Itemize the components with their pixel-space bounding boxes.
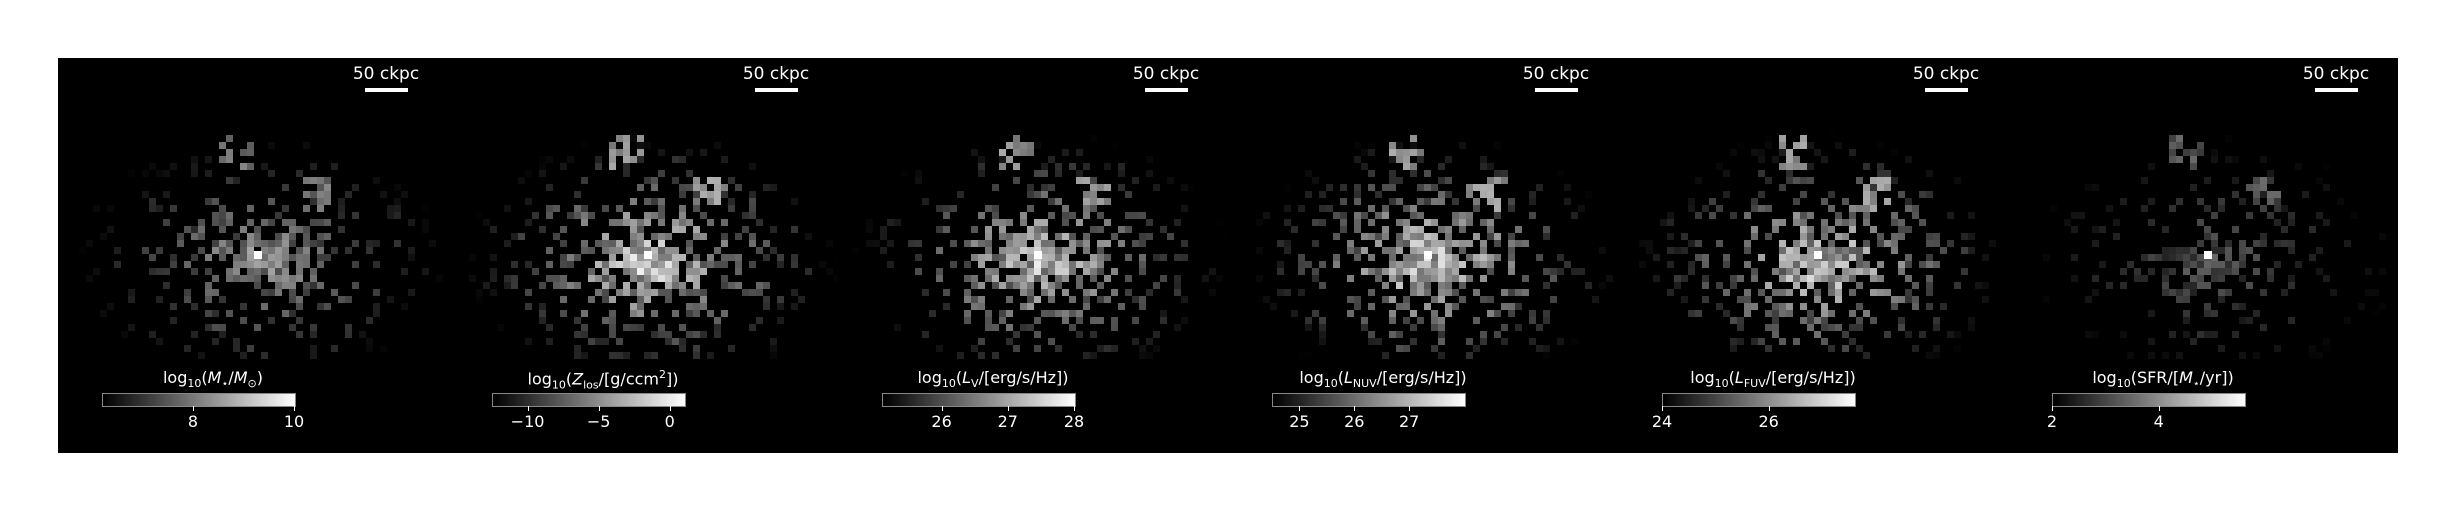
galaxy-map-fuv-band xyxy=(1639,128,2003,359)
colorbar-label: log10(M⋆/M⊙) xyxy=(162,368,263,391)
galaxy-map-nuv-band xyxy=(1256,135,1618,359)
colorbar-label: log10(Zlos/[g/ccm2]) xyxy=(527,368,679,392)
colorbar-tick xyxy=(669,406,671,411)
colorbar-label: log10(LFUV/[erg/s/Hz]) xyxy=(1690,368,1856,391)
colorbar-tick xyxy=(1007,406,1009,411)
colorbar-tick xyxy=(2052,406,2053,411)
colorbar-tick-label: 24 xyxy=(1651,412,1673,431)
colorbar-tick xyxy=(294,406,295,411)
colorbar-tick-label: 10 xyxy=(283,412,305,431)
scalebar-line xyxy=(1145,88,1188,92)
scalebar-label: 50 ckpc xyxy=(2302,64,2370,84)
galaxy-map-metallicity xyxy=(469,135,838,359)
colorbar-tick-label: 0 xyxy=(664,412,675,431)
colorbar-tick-label: 26 xyxy=(1758,412,1779,431)
colorbar-tick-label: −10 xyxy=(510,412,545,431)
colorbar-tick xyxy=(1662,406,1663,411)
colorbar-label: log10(SFR/[M⋆/yr]) xyxy=(2092,368,2234,391)
colorbar-tick xyxy=(527,406,529,411)
colorbar xyxy=(492,393,686,407)
scalebar-line xyxy=(365,88,408,92)
colorbar-tick-label: 27 xyxy=(1398,412,1420,431)
scalebar-line xyxy=(2315,88,2358,92)
colorbar-tick-label: 25 xyxy=(1289,412,1310,431)
galaxy-core xyxy=(1424,251,1432,259)
colorbar-tick xyxy=(941,406,943,411)
panel-metallicity: 50 ckpc log10(Zlos/[g/ccm2]) −10 −5 0 xyxy=(448,58,838,453)
colorbar-ticks: 26 27 28 xyxy=(882,406,1084,436)
colorbar-tick-label: −5 xyxy=(586,412,611,431)
colorbar-tick-label: 26 xyxy=(1344,412,1365,431)
scalebar-line xyxy=(755,88,798,92)
galaxy-core xyxy=(1814,251,1822,259)
panel-nuv-band: 50 ckpc log10(LNUV/[erg/s/Hz]) 25 26 27 xyxy=(1228,58,1618,453)
colorbar-label: log10(LNUV/[erg/s/Hz]) xyxy=(1299,368,1467,391)
panel-v-band: 50 ckpc log10(LV/[erg/s/Hz]) 26 27 28 xyxy=(838,58,1228,453)
galaxy-map-sfr xyxy=(2043,135,2393,359)
colorbar-tick-label: 4 xyxy=(2153,412,2164,431)
colorbar xyxy=(1272,393,1466,407)
colorbar xyxy=(102,393,296,407)
colorbar-ticks: 8 10 xyxy=(102,406,304,436)
colorbar-tick-label: 27 xyxy=(997,412,1018,431)
colorbar-tick-label: 8 xyxy=(187,412,199,431)
colorbar-label: log10(LV/[erg/s/Hz]) xyxy=(917,368,1069,391)
scalebar-line xyxy=(1535,88,1578,92)
scalebar-label: 50 ckpc xyxy=(352,64,420,84)
scalebar-label: 50 ckpc xyxy=(1132,64,1200,84)
colorbar-tick xyxy=(1354,406,1356,411)
panel-fuv-band: 50 ckpc log10(LFUV/[erg/s/Hz]) 24 26 xyxy=(1618,58,2008,453)
galaxy-core xyxy=(2204,251,2212,259)
colorbar xyxy=(1662,393,1856,407)
colorbar-tick xyxy=(1409,406,1411,411)
scalebar-label: 50 ckpc xyxy=(1912,64,1980,84)
colorbar-ticks: 24 26 xyxy=(1652,406,1856,436)
panel-stellar-mass: 50 ckpc log10(M⋆/M⊙) 8 10 xyxy=(58,58,448,453)
colorbar-tick xyxy=(598,406,600,411)
colorbar-tick xyxy=(1074,406,1075,411)
galaxy-map-v-band xyxy=(852,135,1228,359)
panel-sfr: 50 ckpc log10(SFR/[M⋆/yr]) 2 4 xyxy=(2008,58,2398,453)
colorbar-ticks: −10 −5 0 xyxy=(492,406,686,436)
colorbar-tick xyxy=(2158,406,2160,411)
galaxy-map-stellar-mass xyxy=(79,135,443,359)
colorbar-tick xyxy=(1299,406,1301,411)
colorbar-ticks: 25 26 27 xyxy=(1272,406,1466,436)
colorbar xyxy=(882,393,1076,407)
colorbar xyxy=(2052,393,2246,407)
scalebar-line xyxy=(1925,88,1968,92)
colorbar-tick-label: 26 xyxy=(931,412,952,431)
galaxy-core xyxy=(1034,251,1042,259)
colorbar-tick xyxy=(1768,406,1770,411)
scalebar-label: 50 ckpc xyxy=(742,64,810,84)
galaxy-core xyxy=(644,251,652,259)
colorbar-tick-label: 28 xyxy=(1063,412,1085,431)
galaxy-core xyxy=(254,251,262,259)
colorbar-tick xyxy=(192,406,194,411)
colorbar-tick-label: 2 xyxy=(2046,412,2058,431)
scalebar-label: 50 ckpc xyxy=(1522,64,1590,84)
